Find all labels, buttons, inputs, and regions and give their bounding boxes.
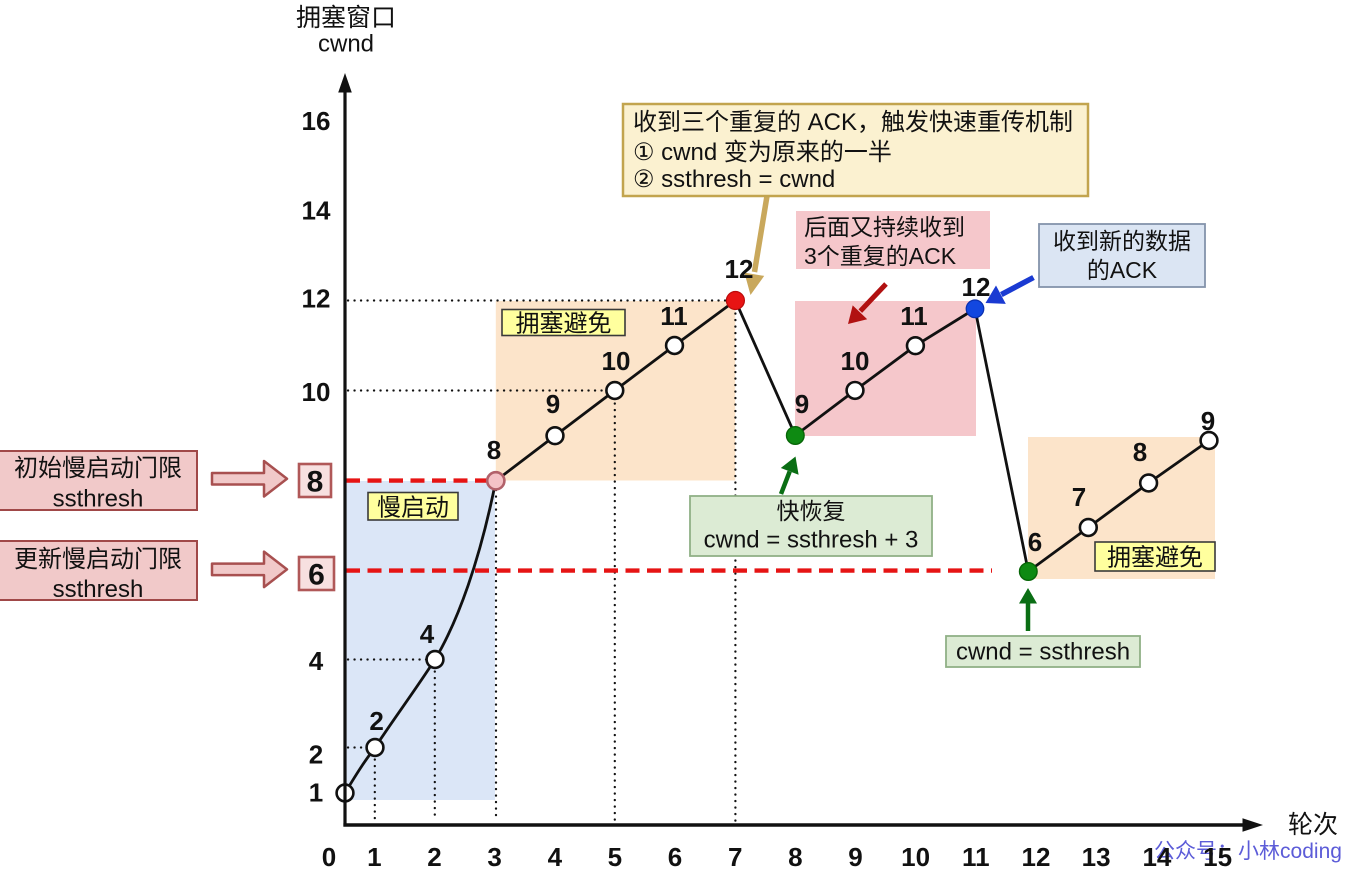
svg-text:10: 10 [302, 377, 331, 407]
svg-text:4: 4 [420, 619, 435, 649]
svg-text:拥塞避免: 拥塞避免 [516, 311, 612, 338]
svg-text:6: 6 [308, 559, 325, 592]
svg-text:8: 8 [487, 435, 501, 465]
svg-text:14: 14 [302, 195, 331, 225]
svg-text:8: 8 [307, 466, 324, 499]
svg-text:11: 11 [962, 842, 990, 872]
svg-text:2: 2 [427, 842, 441, 872]
svg-text:ssthresh: ssthresh [53, 576, 144, 603]
svg-text:1: 1 [367, 842, 381, 872]
svg-text:5: 5 [608, 842, 622, 872]
svg-text:12: 12 [962, 272, 991, 302]
svg-text:1: 1 [309, 778, 323, 808]
svg-text:② ssthresh = cwnd: ② ssthresh = cwnd [633, 166, 835, 193]
svg-text:4: 4 [309, 646, 324, 676]
svg-text:7: 7 [728, 842, 742, 872]
svg-text:3个重复的ACK: 3个重复的ACK [804, 243, 957, 269]
svg-text:11: 11 [660, 301, 688, 331]
svg-text:11: 11 [900, 301, 928, 331]
svg-text:12: 12 [725, 254, 754, 284]
svg-text:公众号：小林coding: 公众号：小林coding [1154, 840, 1342, 863]
svg-text:① cwnd 变为原来的一半: ① cwnd 变为原来的一半 [633, 139, 892, 166]
svg-text:10: 10 [841, 346, 870, 376]
svg-text:7: 7 [1072, 482, 1086, 512]
svg-text:拥塞窗口: 拥塞窗口 [296, 4, 396, 32]
svg-text:9: 9 [1201, 406, 1215, 436]
svg-text:12: 12 [1022, 842, 1051, 872]
svg-text:6: 6 [668, 842, 682, 872]
svg-text:9: 9 [546, 389, 560, 419]
svg-text:14: 14 [1142, 842, 1171, 872]
svg-text:9: 9 [795, 389, 809, 419]
svg-text:13: 13 [1082, 842, 1111, 872]
svg-text:轮次: 轮次 [1288, 811, 1338, 839]
svg-text:2: 2 [369, 706, 383, 736]
svg-text:9: 9 [848, 842, 862, 872]
svg-text:ssthresh: ssthresh [53, 486, 144, 513]
svg-text:cwnd = ssthresh: cwnd = ssthresh [956, 639, 1130, 666]
svg-text:3: 3 [487, 842, 501, 872]
svg-text:6: 6 [1028, 527, 1042, 557]
svg-text:收到三个重复的 ACK，触发快速重传机制: 收到三个重复的 ACK，触发快速重传机制 [633, 109, 1073, 136]
svg-text:收到新的数据: 收到新的数据 [1053, 228, 1191, 254]
svg-text:cwnd: cwnd [318, 31, 374, 58]
svg-text:快恢复: 快恢复 [777, 498, 846, 524]
svg-text:12: 12 [302, 284, 331, 314]
svg-text:16: 16 [302, 106, 331, 136]
svg-text:15: 15 [1203, 842, 1232, 872]
svg-text:的ACK: 的ACK [1087, 257, 1158, 283]
svg-text:2: 2 [309, 740, 323, 770]
svg-text:cwnd = ssthresh + 3: cwnd = ssthresh + 3 [704, 527, 919, 554]
svg-text:初始慢启动门限: 初始慢启动门限 [14, 455, 182, 482]
svg-text:慢启动: 慢启动 [377, 495, 449, 522]
svg-text:更新慢启动门限: 更新慢启动门限 [14, 546, 182, 573]
svg-text:10: 10 [602, 346, 631, 376]
svg-text:8: 8 [1133, 437, 1147, 467]
svg-text:10: 10 [901, 842, 930, 872]
svg-text:后面又持续收到: 后面又持续收到 [804, 214, 965, 240]
svg-text:4: 4 [548, 842, 563, 872]
svg-text:拥塞避免: 拥塞避免 [1107, 545, 1203, 572]
svg-text:0: 0 [322, 842, 336, 872]
svg-text:8: 8 [788, 842, 802, 872]
